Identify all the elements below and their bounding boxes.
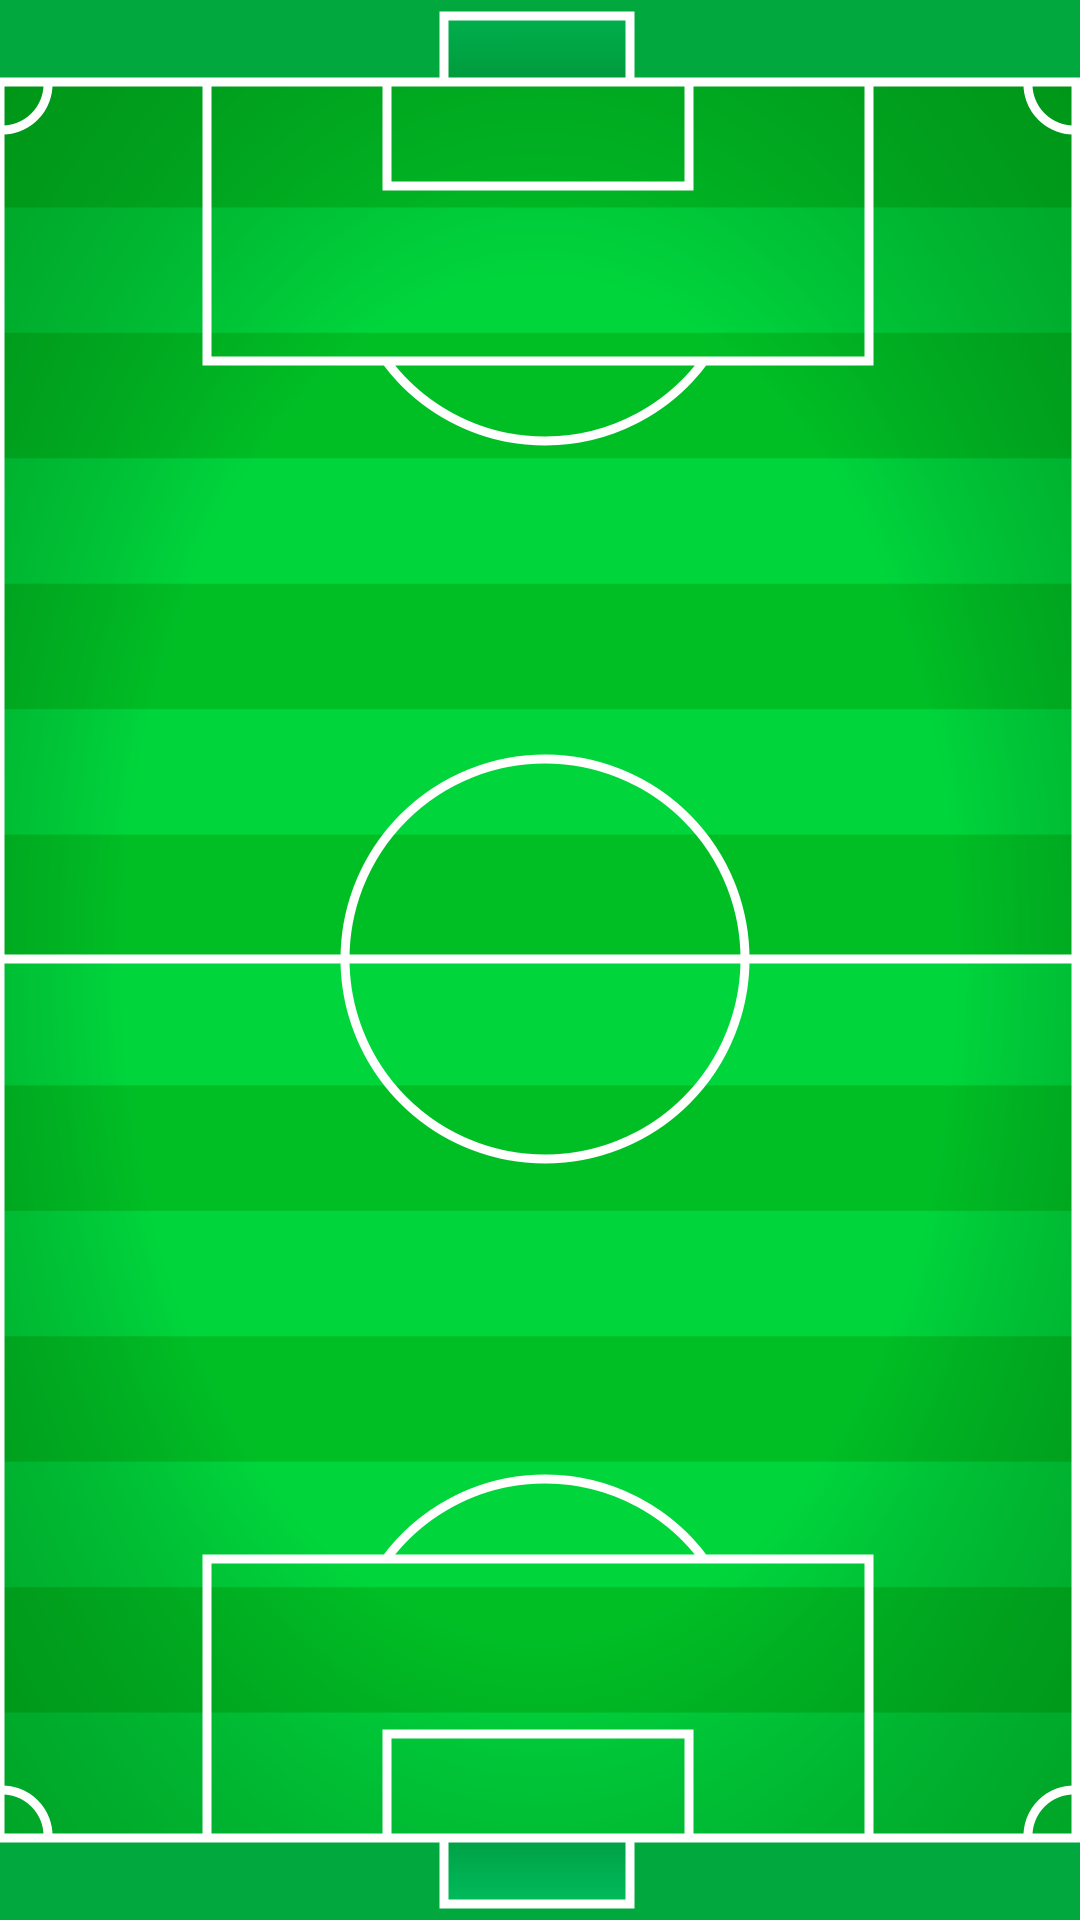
top-penalty-arc xyxy=(382,358,708,446)
corner-arc-top-right xyxy=(1023,81,1077,135)
bottom-goal xyxy=(439,1833,635,1909)
center-circle xyxy=(340,754,750,1164)
corner-arc-bottom-right xyxy=(1023,1785,1077,1839)
corner-arc-top-left xyxy=(0,81,53,135)
top-goal-area xyxy=(382,77,694,191)
top-goal xyxy=(439,11,635,87)
bottom-goal-area xyxy=(382,1729,694,1843)
bottom-penalty-arc xyxy=(382,1474,708,1562)
corner-arc-bottom-left xyxy=(0,1785,53,1839)
